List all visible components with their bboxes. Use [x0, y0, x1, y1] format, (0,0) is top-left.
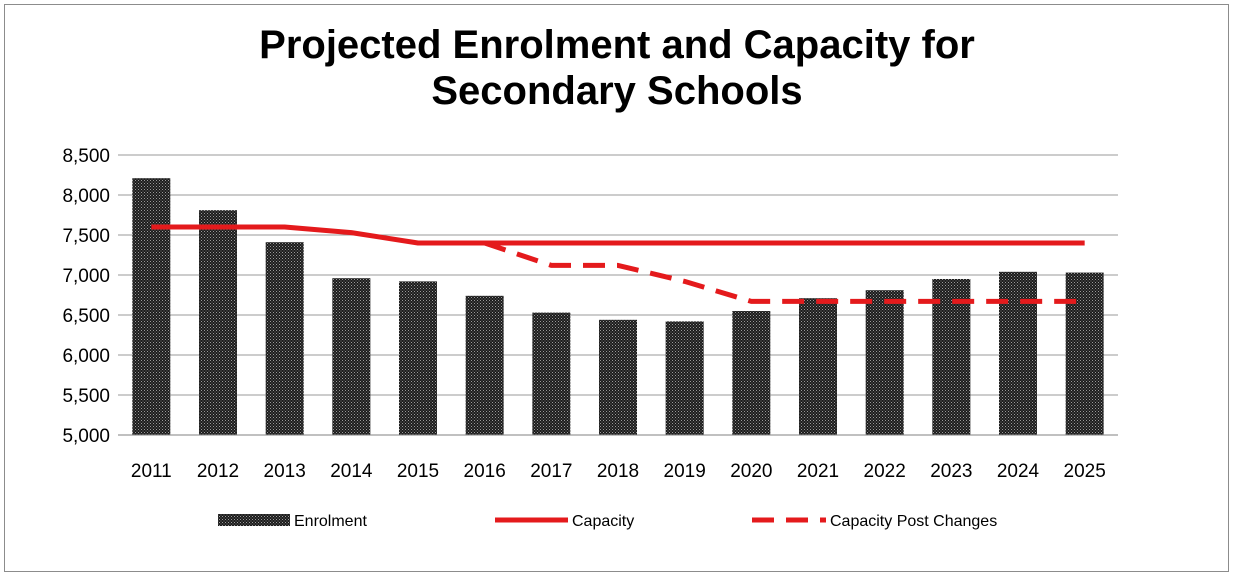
x-tick-label: 2013 — [264, 461, 306, 482]
legend-label-capacity-post-changes: Capacity Post Changes — [830, 513, 997, 530]
y-tick-label: 8,000 — [62, 186, 110, 207]
y-tick-label: 5,000 — [62, 426, 110, 447]
x-tick-label: 2023 — [930, 461, 972, 482]
capacity-post-changes-line — [483, 240, 1085, 304]
y-tick-label: 6,500 — [62, 306, 110, 327]
x-tick-label: 2025 — [1064, 461, 1106, 482]
x-tick-label: 2020 — [730, 461, 772, 482]
axes: 5,000 5,500 6,000 6,500 7,000 7,500 8,000 8,500… — [62, 146, 1118, 482]
enrolment-bar — [599, 319, 637, 435]
x-tick-label: 2017 — [530, 461, 572, 482]
chart-title-line-2: Secondary Schools — [431, 69, 803, 113]
capacity-line — [151, 224, 1085, 246]
chart-title-line-1: Projected Enrolment and Capacity for — [259, 23, 975, 67]
y-tick-label: 8,500 — [62, 146, 110, 167]
x-tick-label: 2016 — [464, 461, 506, 482]
legend-label-capacity: Capacity — [572, 513, 634, 530]
enrolment-bar — [532, 312, 571, 435]
enrolment-bars — [132, 178, 1104, 435]
y-tick-label: 7,000 — [62, 266, 110, 287]
x-tick-label: 2011 — [131, 461, 172, 482]
enrolment-bar — [199, 210, 237, 435]
legend-label-enrolment: Enrolment — [294, 513, 367, 530]
chart-title: Projected Enrolment and Capacity for Sec… — [0, 22, 1234, 114]
enrolment-bar — [265, 242, 304, 435]
y-tick-label: 5,500 — [62, 386, 110, 407]
x-tick-label: 2022 — [864, 461, 906, 482]
capacity-lines — [151, 224, 1085, 304]
x-tick-label: 2024 — [997, 461, 1040, 482]
enrolment-bar — [465, 295, 504, 435]
enrolment-bar — [665, 321, 704, 435]
x-tick-label: 2021 — [797, 461, 839, 482]
enrolment-bar — [1065, 272, 1104, 435]
enrolment-bar — [399, 281, 437, 435]
enrolment-bar — [332, 278, 371, 435]
enrolment-bar — [932, 279, 971, 435]
enrolment-bar — [799, 298, 837, 435]
x-tick-label: 2015 — [397, 461, 439, 482]
enrolment-bar — [732, 311, 771, 435]
enrolment-bar — [999, 271, 1037, 435]
x-tick-label: 2018 — [597, 461, 639, 482]
enrolment-bar — [132, 178, 171, 435]
enrolment-bar — [865, 290, 904, 435]
x-tick-label: 2014 — [330, 461, 373, 482]
legend: Enrolment Capacity Capacity Post Changes — [218, 513, 997, 530]
legend-swatch-enrolment — [218, 514, 290, 526]
y-tick-label: 6,000 — [62, 346, 110, 367]
x-tick-label: 2019 — [664, 461, 706, 482]
y-tick-label: 7,500 — [62, 226, 110, 247]
x-tick-label: 2012 — [197, 461, 239, 482]
